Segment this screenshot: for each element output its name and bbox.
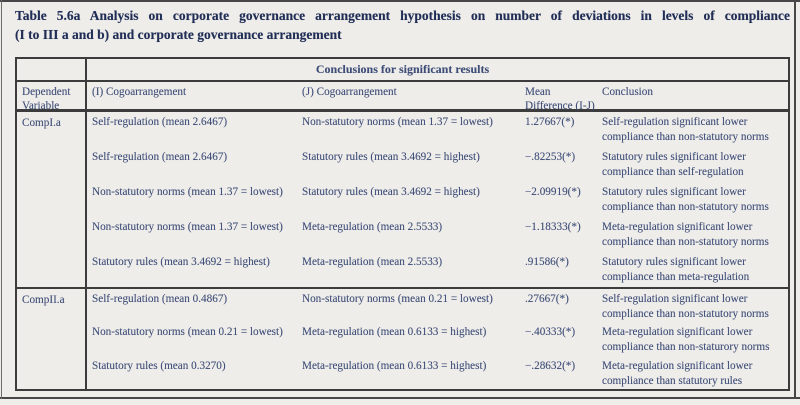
cell-i: Self-regulation (mean 2.6467) <box>92 151 228 163</box>
cell-i: Self-regulation (mean 2.6467) <box>92 116 228 128</box>
column-header-j-cogoarrangement: (J) Cogoarrangement <box>302 86 397 98</box>
cell-i: Non-statutory norms (mean 0.21 = lowest) <box>92 326 283 339</box>
cell-j: Meta-regulation (mean 2.5533) <box>302 221 443 233</box>
cell-j: Statutory rules (mean 3.4692 = highest) <box>302 151 480 163</box>
cell-conclusion: Self-regulation significant lower compli… <box>602 116 769 143</box>
cell-mean-diff: −.82253(*) <box>525 151 576 163</box>
column-header-mean-difference: Mean Difference (I-J) <box>525 86 595 112</box>
table-header-row: Dependent Variable (I) Cogoarrangement (… <box>17 82 788 112</box>
cell-conclusion: Meta-regulation significant lower compli… <box>602 221 769 248</box>
column-header-i-cogoarrangement: (I) Cogoarrangement <box>92 86 187 98</box>
column-divider <box>85 59 87 80</box>
cell-mean-diff: .91586(*) <box>525 256 569 268</box>
cell-j: Meta-regulation (mean 0.6133 = highest) <box>302 359 487 372</box>
cell-i: Statutory rules (mean 0.3270) <box>92 359 226 372</box>
dependent-variable-label: CompII.a <box>17 289 87 389</box>
table-row: Non-statutory norms (mean 0.21 = lowest)… <box>87 322 788 355</box>
cell-j: Non-statutory norms (mean 0.21 = lowest) <box>302 293 493 305</box>
table-row: Self-regulation (mean 2.6467) Statutory … <box>87 147 788 182</box>
table-banner-label: Conclusions for significant results <box>315 62 490 76</box>
table-caption-line2: (I to III a and b) and corporate governa… <box>15 27 342 42</box>
table-row: Statutory rules (mean 3.4692 = highest) … <box>87 252 788 287</box>
cell-conclusion: Statutory rules significant lower compli… <box>602 256 750 283</box>
group-compIa: CompI.a Self-regulation (mean 2.6467) No… <box>17 112 788 289</box>
cell-conclusion: Statutory rules significant lower compli… <box>602 151 746 178</box>
table-caption-line1: Table 5.6a Analysis on corporate governa… <box>15 8 790 23</box>
dependent-variable-label: CompI.a <box>17 112 87 287</box>
table-row: Non-statutory norms (mean 1.37 = lowest)… <box>87 217 788 252</box>
cell-j: Meta-regulation (mean 2.5533) <box>302 256 443 268</box>
cell-conclusion: Self-regulation significant lower compli… <box>602 293 769 320</box>
cell-conclusion: Statutory rules significant lower compli… <box>602 186 769 213</box>
column-header-dependent-variable: Dependent Variable <box>17 82 87 112</box>
cell-mean-diff: −.28632(*) <box>525 359 576 372</box>
cell-conclusion: Meta-regulation significant lower compli… <box>602 326 770 354</box>
scan-edge-top <box>0 0 800 2</box>
cell-mean-diff: 1.27667(*) <box>525 116 575 128</box>
table-banner: Conclusions for significant results <box>17 59 788 82</box>
cell-mean-diff: −2.09919(*) <box>525 186 581 198</box>
cell-j: Statutory rules (mean 3.4692 = highest) <box>302 186 480 198</box>
column-header-conclusion: Conclusion <box>602 86 653 98</box>
cell-i: Self-regulation (mean 0.4867) <box>92 293 228 305</box>
table-row: Self-regulation (mean 0.4867) Non-statut… <box>87 289 788 322</box>
group-compIIa: CompII.a Self-regulation (mean 0.4867) N… <box>17 289 788 389</box>
cell-mean-diff: −.40333(*) <box>525 326 576 339</box>
results-table: Conclusions for significant results Depe… <box>15 57 790 391</box>
cell-i: Non-statutory norms (mean 1.37 = lowest) <box>92 221 283 233</box>
table-caption: Table 5.6a Analysis on corporate governa… <box>15 6 790 44</box>
table-row: Self-regulation (mean 2.6467) Non-statut… <box>87 112 788 147</box>
cell-conclusion: Meta-regulation significant lower compli… <box>602 359 753 387</box>
cell-i: Statutory rules (mean 3.4692 = highest) <box>92 256 270 268</box>
cell-i: Non-statutory norms (mean 1.37 = lowest) <box>92 186 283 198</box>
cell-j: Non-statutory norms (mean 1.37 = lowest) <box>302 116 493 128</box>
scan-edge-bottom <box>0 397 800 399</box>
cell-mean-diff: −1.18333(*) <box>525 221 581 233</box>
cell-j: Meta-regulation (mean 0.6133 = highest) <box>302 326 487 339</box>
table-row: Statutory rules (mean 0.3270) Meta-regul… <box>87 356 788 389</box>
table-row: Non-statutory norms (mean 1.37 = lowest)… <box>87 182 788 217</box>
scan-edge-left <box>1 0 2 399</box>
scan-edge-right <box>794 0 796 399</box>
cell-mean-diff: .27667(*) <box>525 293 569 305</box>
